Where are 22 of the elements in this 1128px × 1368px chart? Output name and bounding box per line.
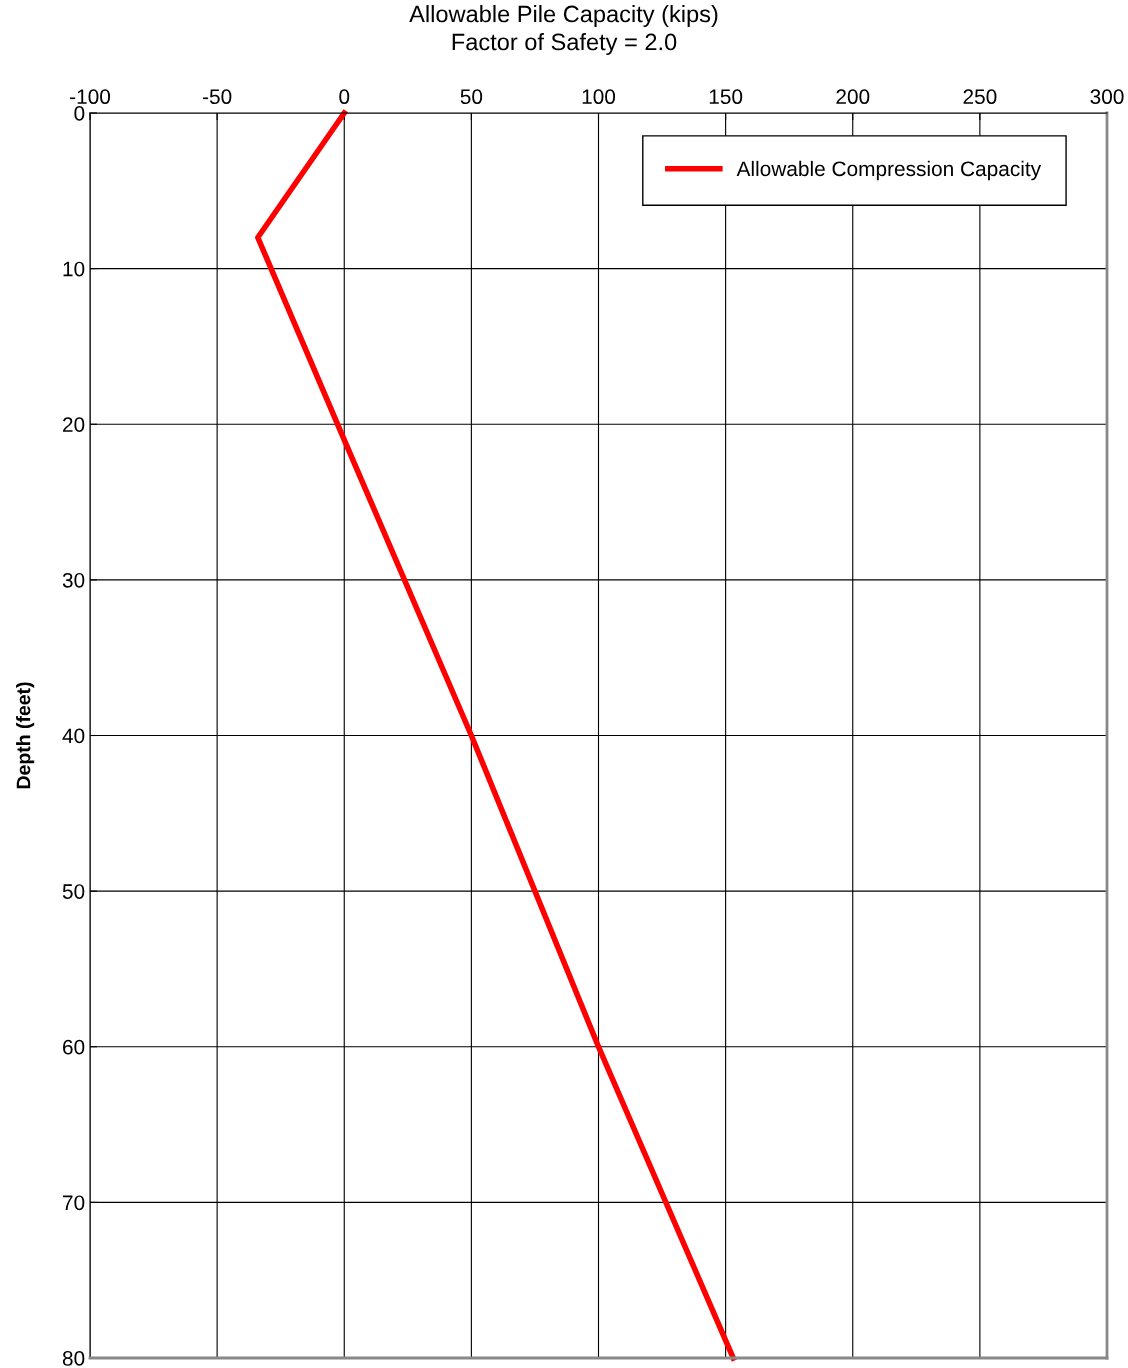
y-tick-label: 80 <box>62 1351 85 1366</box>
legend-label: Allowable Compression Capacity <box>736 160 1042 181</box>
x-tick-label: 50 <box>460 89 483 105</box>
y-axis-title: Depth (feet) <box>16 682 35 789</box>
x-tick-label: 200 <box>836 89 870 105</box>
y-tick-label: 50 <box>62 884 85 899</box>
x-tick-label: 0 <box>339 89 350 105</box>
chart-title: Allowable Pile Capacity (kips) <box>409 5 718 27</box>
y-tick-label: 40 <box>62 728 85 744</box>
x-tick-label: 100 <box>582 89 616 105</box>
x-tick-label: 250 <box>963 89 997 105</box>
x-tick-label: -100 <box>70 89 111 105</box>
x-tick-label: -50 <box>203 89 232 105</box>
y-tick-label: 10 <box>63 261 85 277</box>
y-tick-label: 70 <box>63 1195 85 1211</box>
x-tick-label: 150 <box>709 89 743 105</box>
y-tick-label: 30 <box>62 572 85 588</box>
y-tick-label: 20 <box>63 417 85 432</box>
y-tick-label: 60 <box>63 1039 85 1055</box>
y-tick-label: 0 <box>74 106 85 121</box>
x-tick-label: 300 <box>1090 89 1124 105</box>
chart-subtitle: Factor of Safety = 2.0 <box>452 33 677 55</box>
